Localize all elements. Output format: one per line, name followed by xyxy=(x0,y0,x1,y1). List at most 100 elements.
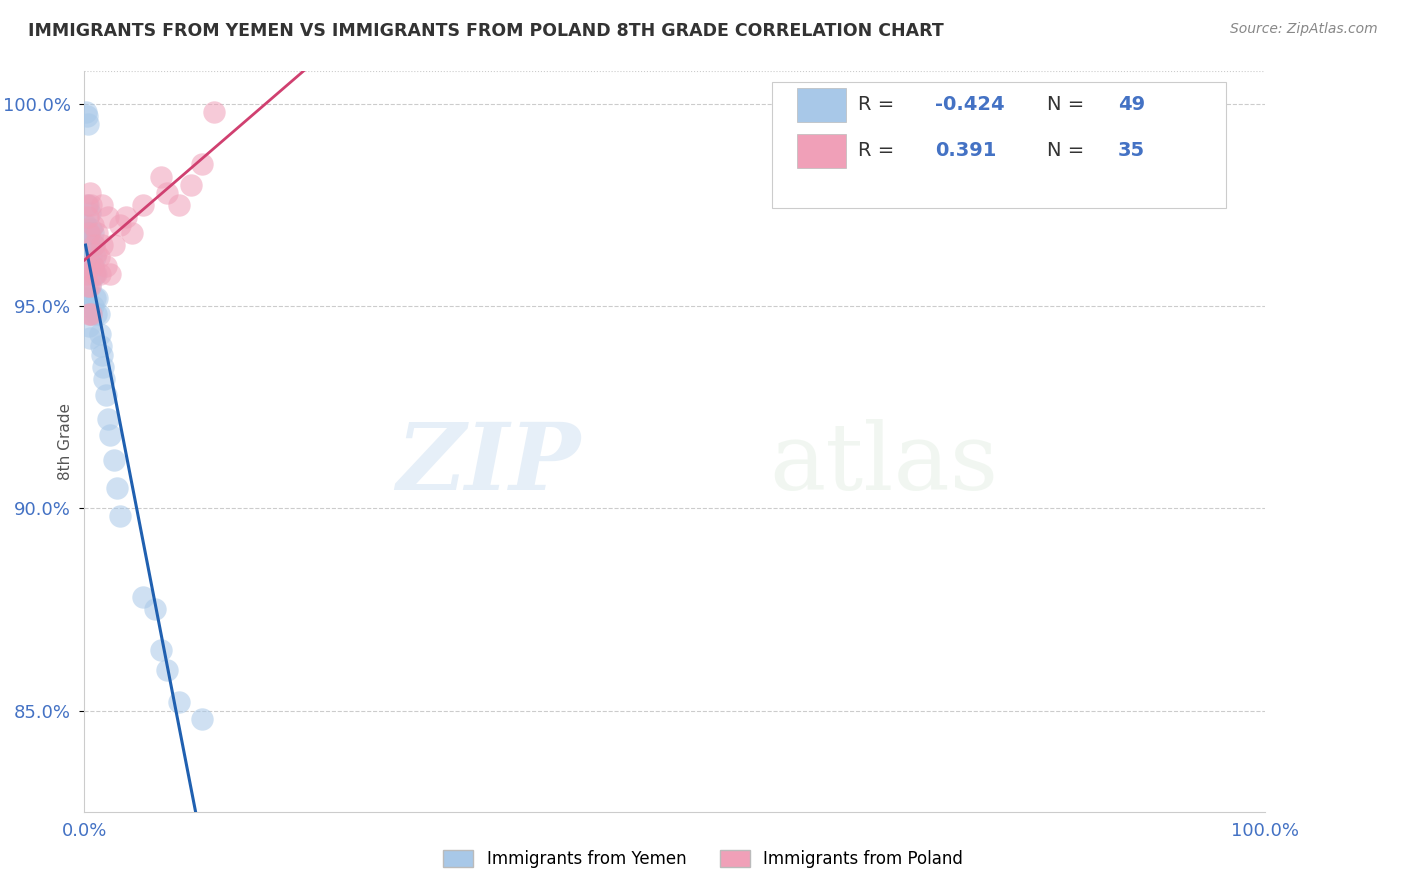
Point xyxy=(79,278,101,293)
Text: Source: ZipAtlas.com: Source: ZipAtlas.com xyxy=(1230,22,1378,37)
Point xyxy=(75,218,97,232)
Point xyxy=(82,226,104,240)
Point xyxy=(202,104,225,119)
Point xyxy=(77,307,100,321)
Point xyxy=(167,696,190,710)
Point xyxy=(87,251,110,265)
Point xyxy=(79,238,101,252)
Point xyxy=(80,251,103,265)
FancyBboxPatch shape xyxy=(772,82,1226,208)
Legend: Immigrants from Yemen, Immigrants from Poland: Immigrants from Yemen, Immigrants from P… xyxy=(437,843,969,875)
Point xyxy=(77,267,100,281)
Text: 35: 35 xyxy=(1118,141,1144,160)
Point xyxy=(97,210,120,224)
Point xyxy=(86,291,108,305)
Text: IMMIGRANTS FROM YEMEN VS IMMIGRANTS FROM POLAND 8TH GRADE CORRELATION CHART: IMMIGRANTS FROM YEMEN VS IMMIGRANTS FROM… xyxy=(28,22,943,40)
Text: N =: N = xyxy=(1047,141,1091,160)
Point xyxy=(83,267,105,281)
Point xyxy=(79,206,101,220)
Point xyxy=(84,251,107,265)
Point xyxy=(191,157,214,171)
Point xyxy=(77,278,100,293)
Point xyxy=(84,267,107,281)
Point xyxy=(80,198,103,212)
Point xyxy=(86,226,108,240)
Point xyxy=(76,259,98,273)
Point xyxy=(83,238,105,252)
Point xyxy=(103,452,125,467)
Point xyxy=(103,238,125,252)
Text: -0.424: -0.424 xyxy=(935,95,1004,114)
Text: R =: R = xyxy=(858,141,900,160)
Point xyxy=(77,246,100,260)
Text: N =: N = xyxy=(1047,95,1091,114)
Point xyxy=(91,347,114,361)
Point xyxy=(82,218,104,232)
Point xyxy=(91,198,114,212)
Point xyxy=(76,259,98,273)
Point xyxy=(77,117,100,131)
Point xyxy=(80,307,103,321)
Point xyxy=(108,509,131,524)
Text: 0.391: 0.391 xyxy=(935,141,995,160)
Point xyxy=(79,331,101,345)
Y-axis label: 8th Grade: 8th Grade xyxy=(58,403,73,480)
Point xyxy=(79,278,101,293)
Point xyxy=(80,307,103,321)
Point xyxy=(84,291,107,305)
Point xyxy=(77,319,100,334)
Point xyxy=(77,226,100,240)
Point xyxy=(76,291,98,305)
Text: 49: 49 xyxy=(1118,95,1144,114)
Point xyxy=(82,299,104,313)
Point xyxy=(167,198,190,212)
Point xyxy=(89,267,111,281)
Point xyxy=(156,186,179,200)
Point xyxy=(75,278,97,293)
Point xyxy=(84,307,107,321)
Point xyxy=(80,222,103,236)
Point xyxy=(180,178,202,192)
Point xyxy=(121,226,143,240)
FancyBboxPatch shape xyxy=(797,134,846,168)
Point xyxy=(84,246,107,260)
Point xyxy=(89,327,111,342)
Point xyxy=(79,186,101,200)
Point xyxy=(114,210,136,224)
Point xyxy=(77,299,100,313)
Point xyxy=(76,198,98,212)
Point xyxy=(77,198,100,212)
Point xyxy=(150,643,173,657)
Text: R =: R = xyxy=(858,95,900,114)
Point xyxy=(91,359,114,374)
Point xyxy=(84,267,107,281)
Point xyxy=(98,428,121,442)
Point xyxy=(132,591,155,605)
Point xyxy=(76,226,98,240)
Point xyxy=(98,267,121,281)
Point xyxy=(90,339,112,353)
Point xyxy=(83,238,105,252)
Point xyxy=(143,602,166,616)
Text: ZIP: ZIP xyxy=(396,418,581,508)
Point xyxy=(87,307,110,321)
Point xyxy=(82,259,104,273)
Point xyxy=(91,238,114,252)
Text: atlas: atlas xyxy=(769,418,998,508)
Point xyxy=(156,663,179,677)
Point xyxy=(132,198,155,212)
Point xyxy=(191,712,214,726)
Point xyxy=(108,218,131,232)
Point xyxy=(94,259,117,273)
Point xyxy=(97,412,120,426)
FancyBboxPatch shape xyxy=(797,87,846,121)
Point xyxy=(76,109,98,123)
Point xyxy=(82,259,104,273)
Point xyxy=(77,210,100,224)
Point xyxy=(75,104,97,119)
Point xyxy=(75,267,97,281)
Point xyxy=(150,169,173,184)
Point xyxy=(94,388,117,402)
Point xyxy=(77,226,100,240)
Point xyxy=(107,481,129,495)
